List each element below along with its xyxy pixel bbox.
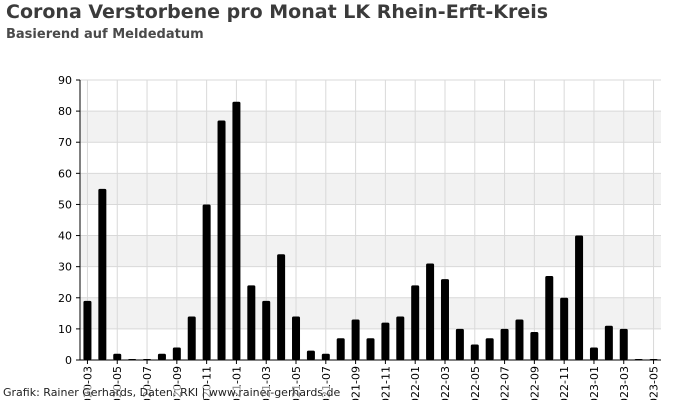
bar: [292, 316, 301, 360]
bar: [83, 300, 92, 360]
background-band: [80, 297, 661, 329]
bar: [247, 285, 256, 360]
bar: [366, 338, 375, 360]
y-tick-label: 90: [58, 74, 72, 87]
bar: [306, 350, 315, 360]
background-band: [80, 235, 661, 267]
background-band: [80, 173, 661, 205]
bar: [277, 254, 286, 360]
bar: [440, 279, 449, 360]
y-tick-label: 40: [58, 230, 72, 243]
y-tick-label: 20: [58, 292, 72, 305]
credit-text: Grafik: Rainer Gerhards, Daten: RKI | ww…: [3, 386, 341, 399]
x-tick-label: 2021-09: [350, 366, 363, 400]
bar: [455, 328, 464, 360]
bar: [187, 316, 196, 360]
y-tick-label: 50: [58, 198, 72, 211]
x-tick-label: 2023-05: [648, 366, 661, 400]
bar: [351, 319, 360, 360]
background-bands: [80, 111, 661, 329]
bar: [202, 204, 211, 360]
bar: [560, 297, 569, 360]
x-tick-label: 2022-11: [558, 366, 571, 400]
bar: [515, 319, 524, 360]
x-tick-label: 2023-01: [588, 366, 601, 400]
bar: [604, 325, 613, 360]
chart-title: Corona Verstorbene pro Monat LK Rhein-Er…: [6, 1, 549, 23]
background-band: [80, 111, 661, 143]
x-tick-label: 2023-03: [618, 366, 631, 400]
bar: [396, 316, 405, 360]
bar: [619, 328, 628, 360]
x-tick-label: 2022-01: [409, 366, 422, 400]
x-tick-label: 2022-03: [439, 366, 452, 400]
y-tick-label: 30: [58, 261, 72, 274]
bar: [262, 300, 271, 360]
bar: [411, 285, 420, 360]
bar: [575, 235, 584, 360]
bar: [321, 353, 330, 360]
bar: [217, 120, 226, 360]
y-axis-ticks: 0 10 20 30 40 50 60 70 80 90: [58, 74, 80, 367]
bar: [113, 353, 122, 360]
chart-subtitle: Basierend auf Meldedatum: [6, 27, 204, 42]
y-tick-label: 0: [65, 354, 72, 367]
bars: [83, 101, 658, 361]
x-tick-label: 2022-09: [528, 366, 541, 400]
bar: [485, 338, 494, 360]
x-tick-label: 2021-11: [379, 366, 392, 400]
bar: [336, 338, 345, 360]
bar: [470, 344, 479, 360]
bar: [172, 347, 181, 360]
bar: [98, 188, 107, 360]
bar: [589, 347, 598, 360]
bar: [157, 353, 166, 360]
bar: [381, 322, 390, 360]
y-tick-label: 80: [58, 105, 72, 118]
bar: [500, 328, 509, 360]
bar: [545, 276, 554, 360]
y-tick-label: 10: [58, 323, 72, 336]
y-tick-label: 70: [58, 136, 72, 149]
x-tick-label: 2022-05: [469, 366, 482, 400]
bar: [530, 332, 539, 360]
bar: [232, 101, 241, 361]
x-tick-label: 2022-07: [499, 366, 512, 400]
y-tick-label: 60: [58, 167, 72, 180]
bar: [426, 263, 435, 360]
